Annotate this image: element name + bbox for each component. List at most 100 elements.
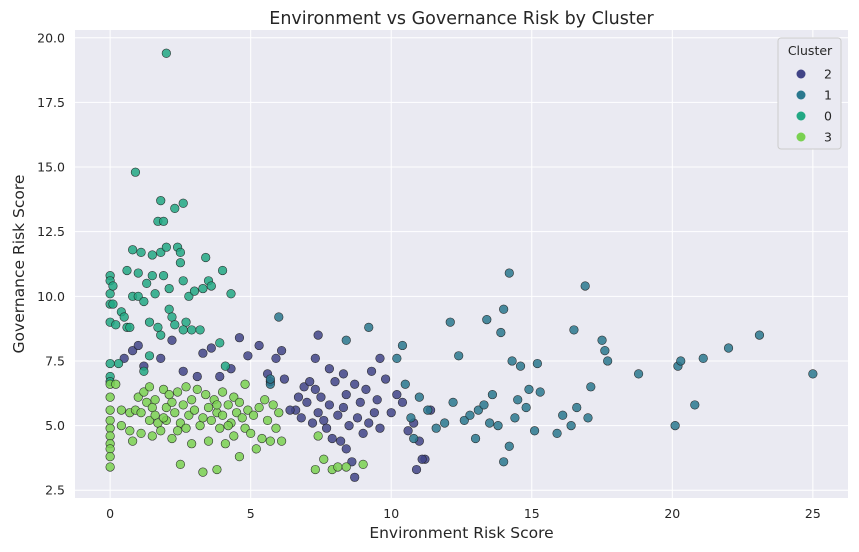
scatter-point-cluster-3 <box>206 415 216 426</box>
scatter-point-cluster-0 <box>139 296 149 307</box>
scatter-point-cluster-2 <box>341 444 351 454</box>
scatter-point-cluster-1 <box>459 415 469 426</box>
scatter-point-cluster-2 <box>369 408 379 418</box>
scatter-point-cluster-1 <box>397 340 408 351</box>
y-axis-title: Governance Risk Score <box>10 175 28 354</box>
scatter-point-cluster-3 <box>248 410 259 420</box>
scatter-point-cluster-2 <box>352 413 363 423</box>
x-tick-label: 25 <box>805 506 821 521</box>
scatter-point-cluster-1 <box>504 441 514 451</box>
scatter-point-cluster-2 <box>271 353 281 363</box>
legend-label-0: 0 <box>824 109 832 124</box>
scatter-point-cluster-1 <box>364 322 374 332</box>
x-tick-label: 20 <box>664 506 680 521</box>
scatter-point-cluster-1 <box>513 395 523 405</box>
scatter-point-cluster-1 <box>633 369 644 379</box>
scatter-point-cluster-0 <box>175 258 186 268</box>
scatter-point-cluster-3 <box>237 413 247 423</box>
scatter-point-cluster-3 <box>203 436 214 446</box>
scatter-point-cluster-3 <box>195 421 205 431</box>
scatter-point-cluster-1 <box>392 353 402 363</box>
scatter-point-cluster-0 <box>108 299 118 309</box>
scatter-point-cluster-3 <box>150 395 160 405</box>
scatter-point-cluster-3 <box>240 423 250 433</box>
scatter-point-cluster-0 <box>136 247 146 257</box>
scatter-point-cluster-3 <box>257 433 267 444</box>
legend-label-1: 1 <box>824 88 832 103</box>
scatter-point-cluster-1 <box>465 410 475 420</box>
scatter-point-cluster-1 <box>473 405 483 415</box>
scatter-point-cluster-2 <box>397 397 408 407</box>
scatter-point-cluster-0 <box>156 330 166 340</box>
scatter-point-cluster-3 <box>203 402 214 413</box>
scatter-point-cluster-2 <box>333 410 343 420</box>
scatter-point-cluster-0 <box>164 283 174 294</box>
scatter-point-cluster-2 <box>375 353 385 363</box>
x-tick-label: 5 <box>247 506 255 521</box>
scatter-point-cluster-2 <box>324 400 334 410</box>
scatter-point-cluster-1 <box>572 402 582 413</box>
scatter-point-cluster-2 <box>156 353 166 363</box>
scatter-point-cluster-1 <box>580 281 590 291</box>
scatter-point-cluster-3 <box>277 436 287 446</box>
scatter-point-cluster-3 <box>125 426 135 436</box>
scatter-point-cluster-2 <box>128 346 138 356</box>
scatter-point-cluster-2 <box>192 371 202 382</box>
scatter-point-cluster-0 <box>144 317 155 327</box>
scatter-point-cluster-3 <box>274 408 284 418</box>
scatter-point-cluster-3 <box>158 413 169 423</box>
scatter-point-cluster-3 <box>229 392 239 402</box>
scatter-point-cluster-3 <box>161 402 171 413</box>
scatter-point-cluster-1 <box>423 405 433 415</box>
scatter-point-cluster-1 <box>808 369 818 379</box>
legend-box <box>777 37 842 150</box>
scatter-point-cluster-1 <box>558 410 568 420</box>
scatter-point-cluster-3 <box>139 387 149 397</box>
scatter-point-cluster-0 <box>111 320 121 330</box>
y-tick-label: 5.0 <box>45 418 65 433</box>
scatter-point-cluster-2 <box>386 408 396 418</box>
scatter-point-cluster-3 <box>223 400 233 410</box>
y-tick-label: 20.0 <box>37 30 65 45</box>
scatter-point-cluster-1 <box>440 418 450 428</box>
scatter-point-cluster-3 <box>333 462 343 472</box>
scatter-point-cluster-3 <box>170 408 180 418</box>
scatter-point-cluster-2 <box>355 397 365 407</box>
scatter-point-cluster-3 <box>142 397 152 407</box>
scatter-point-cluster-1 <box>341 335 351 345</box>
y-tick-label: 12.5 <box>37 224 65 239</box>
scatter-point-cluster-2 <box>313 408 323 418</box>
scatter-point-cluster-0 <box>178 198 188 208</box>
scatter-point-cluster-2 <box>338 402 349 413</box>
scatter-point-cluster-2 <box>305 377 315 387</box>
scatter-point-cluster-0 <box>128 245 138 255</box>
scatter-point-cluster-1 <box>670 421 680 431</box>
scatter-point-cluster-2 <box>299 382 309 392</box>
scatter-point-cluster-0 <box>170 203 180 214</box>
scatter-point-cluster-2 <box>330 377 340 387</box>
scatter-point-cluster-0 <box>217 265 228 276</box>
scatter-point-cluster-0 <box>226 289 236 299</box>
legend-marker-1 <box>796 90 806 100</box>
scatter-point-cluster-3 <box>105 431 115 441</box>
scatter-point-cluster-2 <box>327 433 337 444</box>
scatter-point-cluster-2 <box>198 348 208 358</box>
x-axis-title: Environment Risk Score <box>369 524 553 542</box>
scatter-point-cluster-0 <box>161 48 171 58</box>
scatter-point-cluster-0 <box>113 358 124 369</box>
y-tick-label: 17.5 <box>37 95 65 110</box>
scatter-point-cluster-3 <box>271 423 281 433</box>
scatter-point-cluster-2 <box>215 371 225 382</box>
scatter-point-cluster-2 <box>347 457 357 467</box>
scatter-point-cluster-0 <box>119 312 129 322</box>
scatter-point-cluster-2 <box>296 413 306 423</box>
scatter-point-cluster-3 <box>105 452 115 462</box>
scatter-point-cluster-2 <box>310 353 320 363</box>
scatter-point-cluster-2 <box>417 454 427 464</box>
scatter-point-cluster-1 <box>414 392 424 402</box>
plot-background <box>75 30 848 498</box>
scatter-point-cluster-3 <box>217 387 228 397</box>
scatter-point-cluster-0 <box>201 252 211 263</box>
scatter-point-cluster-0 <box>189 286 200 296</box>
scatter-point-cluster-1 <box>583 413 593 423</box>
